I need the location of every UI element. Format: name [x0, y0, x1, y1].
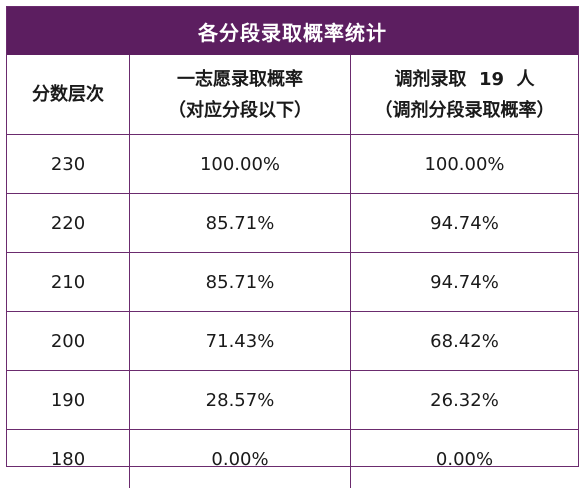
table-row: 230 100.00% 100.00%	[7, 134, 578, 193]
adjusted-cell: 26.32%	[350, 371, 578, 429]
first-choice-cell: 71.43%	[129, 312, 350, 370]
table-row: 180 0.00% 0.00%	[7, 429, 578, 488]
first-choice-cell: 85.71%	[129, 194, 350, 252]
header-adjusted: 调剂录取 19 人 （调剂分段录取概率）	[350, 55, 578, 134]
adjusted-cell: 68.42%	[350, 312, 578, 370]
table-row: 200 71.43% 68.42%	[7, 311, 578, 370]
header-first-choice-line1: 一志愿录取概率	[177, 68, 303, 90]
first-choice-cell: 0.00%	[129, 430, 350, 488]
header-score-level: 分数层次	[7, 55, 129, 134]
first-choice-cell: 100.00%	[129, 135, 350, 193]
probability-table: 各分段录取概率统计 分数层次 一志愿录取概率 （对应分段以下） 调剂录取 19 …	[6, 6, 579, 488]
header-adjusted-line1: 调剂录取 19 人	[394, 68, 535, 90]
score-cell: 220	[50, 212, 86, 234]
table-title: 各分段录取概率统计	[7, 7, 578, 55]
table-row: 210 85.71% 94.74%	[7, 252, 578, 311]
table-row: 190 28.57% 26.32%	[7, 370, 578, 429]
first-choice-cell: 28.57%	[129, 371, 350, 429]
first-choice-cell: 85.71%	[129, 253, 350, 311]
adjusted-cell: 94.74%	[350, 253, 578, 311]
score-cell: 180	[50, 448, 86, 470]
score-cell: 230	[50, 153, 86, 175]
adjusted-cell: 100.00%	[350, 135, 578, 193]
table-row: 220 85.71% 94.74%	[7, 193, 578, 252]
score-cell: 190	[50, 389, 86, 411]
header-row: 分数层次 一志愿录取概率 （对应分段以下） 调剂录取 19 人 （调剂分段录取概…	[7, 55, 578, 134]
score-cell: 200	[50, 330, 86, 352]
header-first-choice-line2: （对应分段以下）	[168, 99, 312, 121]
adjusted-cell: 0.00%	[350, 430, 578, 488]
adjusted-cell: 94.74%	[350, 194, 578, 252]
header-score-level-label: 分数层次	[32, 84, 104, 105]
score-cell: 210	[50, 271, 86, 293]
header-first-choice: 一志愿录取概率 （对应分段以下）	[129, 55, 350, 134]
header-adjusted-line2: （调剂分段录取概率）	[374, 99, 555, 121]
